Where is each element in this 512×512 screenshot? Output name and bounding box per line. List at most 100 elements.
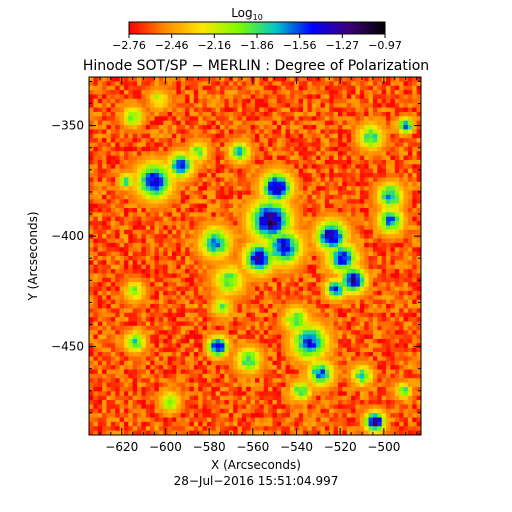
heatmap-cell [281,77,287,82]
heatmap-cell [394,116,400,122]
heatmap-cell [250,216,256,222]
heatmap-cell [294,138,300,143]
heatmap-cell [93,321,99,327]
heatmap-cell [93,242,99,248]
heatmap-cell [202,212,208,218]
heatmap-cell [320,216,326,222]
heatmap-cell [180,146,186,152]
heatmap-cell [102,347,107,353]
heatmap-cell [377,173,383,178]
heatmap-cell [268,352,273,357]
heatmap-cell [193,85,199,91]
heatmap-cell [399,312,405,318]
heatmap-cell [289,264,295,270]
heatmap-cell [390,343,396,349]
heatmap-cell [220,273,225,279]
heatmap-cell [97,260,103,266]
heatmap-cell [128,81,134,87]
heatmap-cell [407,142,413,148]
heatmap-cell [259,173,265,178]
heatmap-cell [255,168,260,174]
heatmap-cell [137,125,142,130]
heatmap-cell [115,325,121,331]
heatmap-cell [407,286,413,292]
heatmap-cell [316,155,322,161]
heatmap-cell [307,343,313,349]
heatmap-cell [303,94,308,100]
heatmap-cell [145,321,151,327]
heatmap-cell [246,343,252,349]
heatmap-cell [342,116,348,122]
heatmap-cell [355,321,361,327]
heatmap-cell [211,151,217,157]
heatmap-cell [97,356,103,362]
heatmap-cell [368,338,374,344]
heatmap-cell [224,90,230,95]
heatmap-cell [250,338,256,344]
heatmap-cell [250,146,256,152]
heatmap-cell [342,129,348,135]
heatmap-cell [176,317,182,322]
heatmap-cell [368,168,374,174]
heatmap-cell [355,212,361,218]
heatmap-cell [198,194,204,200]
heatmap-cell [97,321,103,327]
heatmap-cell [206,304,212,309]
heatmap-cell [128,325,134,331]
heatmap-cell [307,199,313,205]
heatmap-cell [294,142,300,148]
heatmap-cell [307,155,313,161]
heatmap-cell [276,277,282,283]
heatmap-cell [329,164,335,170]
heatmap-cell [189,159,195,165]
heatmap-cell [307,107,313,113]
heatmap-cell [172,238,177,244]
heatmap-cell [386,155,391,161]
heatmap-cell [320,295,326,301]
heatmap-cell [324,207,330,213]
heatmap-cell [220,98,225,104]
heatmap-cell [281,90,287,95]
heatmap-cell [276,199,282,205]
heatmap-cell [281,129,287,135]
heatmap-cell [276,221,282,226]
heatmap-cell [189,146,195,152]
heatmap-cell [198,295,204,301]
heatmap-cell [137,282,142,288]
heatmap-cell [193,234,199,240]
heatmap-cell [185,129,190,135]
heatmap-cell [128,334,134,340]
heatmap-cell [89,286,94,292]
heatmap-cell [368,264,374,270]
heatmap-cell [163,264,169,270]
heatmap-cell [193,317,199,322]
heatmap-cell [176,264,182,270]
heatmap-cell [272,334,278,340]
heatmap-cell [381,321,387,327]
heatmap-cell [119,116,125,122]
heatmap-cell [311,238,317,244]
heatmap-cell [154,194,160,200]
heatmap-cell [123,164,129,170]
heatmap-cell [324,256,330,261]
heatmap-cell [412,312,418,318]
heatmap-cell [145,146,151,152]
heatmap-cell [193,98,199,104]
heatmap-cell [307,116,313,122]
heatmap-cell [276,251,282,257]
heatmap-cell [137,142,142,148]
heatmap-cell [307,103,313,109]
heatmap-cell [381,207,387,213]
heatmap-cell [198,94,204,100]
heatmap-cell [276,129,282,135]
heatmap-cell [268,225,273,231]
heatmap-cell [285,203,291,209]
heatmap-cell [224,155,230,161]
heatmap-cell [102,146,107,152]
heatmap-cell [145,356,151,362]
heatmap-cell [250,334,256,340]
heatmap-cell [268,256,273,261]
heatmap-cell [202,225,208,231]
heatmap-cell [359,247,365,253]
heatmap-cell [329,107,335,113]
